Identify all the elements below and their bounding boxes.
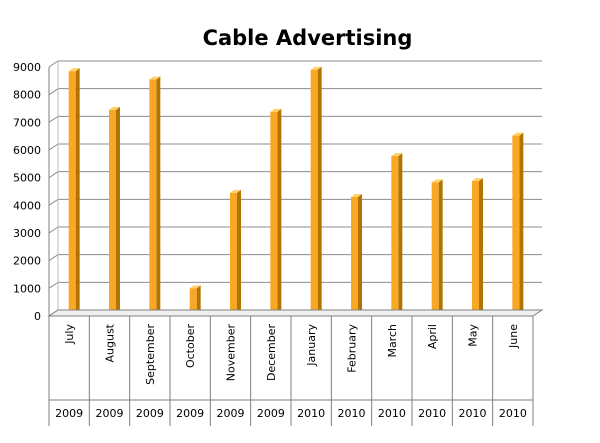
bar-top	[310, 66, 322, 70]
x-month-label: July	[63, 324, 76, 345]
bar-side	[479, 177, 483, 316]
bar-side	[438, 179, 443, 316]
bar-side	[196, 285, 201, 316]
x-month-label: October	[184, 324, 197, 368]
x-month-label: May	[467, 324, 480, 347]
bar-side	[317, 66, 322, 317]
bar-top	[431, 179, 443, 183]
bar-top	[472, 177, 483, 181]
bar-front	[189, 288, 197, 316]
bar	[351, 194, 362, 316]
bar	[391, 153, 403, 316]
bar-top	[109, 106, 120, 110]
bar-side	[519, 132, 524, 316]
x-month-label: January	[305, 324, 318, 367]
label-layer: 0 1000 2000 3000 4000 5000 6000 7000 8000 9000 Jul…	[13, 61, 527, 420]
bar-front	[472, 180, 479, 316]
x-year-label: 2009	[217, 407, 245, 420]
grid-layer	[48, 60, 542, 317]
bar-top	[391, 153, 403, 157]
bar	[68, 68, 80, 317]
x-year-label: 2009	[176, 407, 204, 420]
chart-title: Cable Advertising	[202, 26, 413, 50]
bar-front	[230, 192, 237, 316]
x-month-label: February	[346, 324, 359, 373]
bar-top	[230, 189, 241, 193]
bar-top	[68, 68, 80, 72]
bar-side	[237, 189, 241, 316]
bar-top	[149, 76, 161, 80]
x-year-label: 2009	[257, 407, 285, 420]
x-month-label: September	[144, 324, 157, 385]
bar	[189, 285, 201, 316]
bar-front	[310, 69, 318, 317]
x-month-label: March	[386, 324, 399, 358]
bar-side	[358, 194, 362, 316]
y-tick-label: 6000	[13, 144, 41, 157]
y-tick-label: 2000	[13, 255, 41, 268]
x-year-label: 2010	[378, 407, 406, 420]
x-year-label: 2009	[96, 407, 124, 420]
bar-front	[391, 156, 399, 316]
bar-front	[270, 111, 278, 316]
x-year-label: 2009	[136, 407, 164, 420]
x-month-label: August	[104, 323, 117, 362]
bar	[270, 108, 282, 316]
y-tick-label: 7000	[13, 116, 41, 129]
x-month-label: December	[265, 324, 278, 382]
bar	[310, 66, 322, 317]
x-year-label: 2010	[297, 407, 325, 420]
bar-top	[512, 132, 524, 136]
axis-layer	[47, 61, 544, 426]
bar-side	[156, 76, 161, 316]
bar	[109, 106, 120, 316]
bar-front	[512, 135, 520, 316]
y-tick-label: 1000	[13, 282, 41, 295]
x-year-label: 2010	[499, 407, 527, 420]
bar-side	[277, 108, 282, 316]
plot-background	[49, 61, 542, 316]
bar	[431, 179, 443, 316]
bar	[230, 189, 241, 316]
x-month-label: November	[225, 324, 238, 382]
x-month-label: April	[426, 324, 439, 349]
bar-front	[149, 79, 157, 316]
bar-front	[68, 71, 76, 317]
bar-top	[270, 108, 282, 112]
y-tick-label: 4000	[13, 199, 41, 212]
bar-top	[189, 285, 201, 289]
x-year-label: 2009	[55, 407, 83, 420]
x-month-label: June	[507, 324, 520, 349]
bar-front	[351, 197, 358, 316]
bar-layer	[68, 66, 524, 317]
bar	[512, 132, 524, 316]
bar	[472, 177, 483, 316]
bar	[149, 76, 161, 316]
y-tick-label: 5000	[13, 172, 41, 185]
bar-front	[431, 182, 439, 316]
bar-side	[75, 68, 80, 317]
bar-top	[351, 194, 362, 198]
y-tick-label: 9000	[13, 61, 41, 74]
bar-front	[109, 109, 116, 316]
y-tick-label: 3000	[13, 227, 41, 240]
x-year-label: 2010	[418, 407, 446, 420]
x-year-label: 2010	[459, 407, 487, 420]
bar-side	[116, 106, 120, 316]
bar-side	[398, 153, 403, 316]
y-tick-label: 0	[34, 310, 41, 323]
y-tick-label: 8000	[13, 89, 41, 102]
x-year-label: 2010	[338, 407, 366, 420]
floor	[47, 309, 544, 317]
